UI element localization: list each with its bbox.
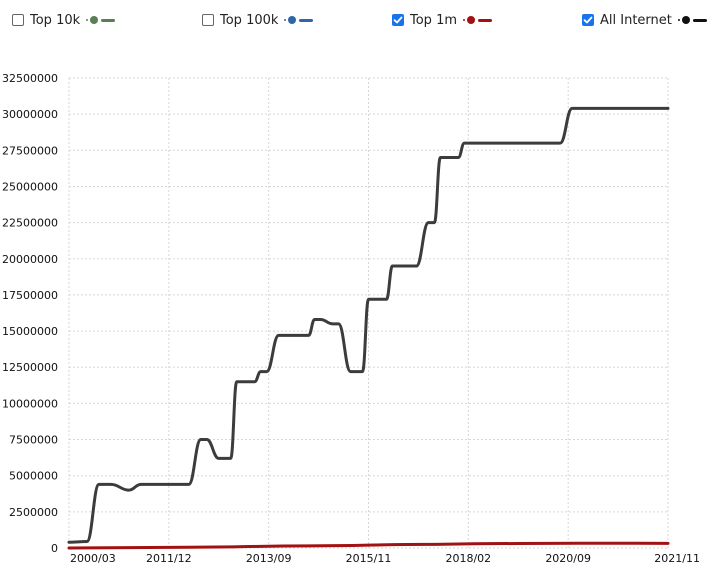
- x-tick-label: 2011/12: [146, 552, 192, 565]
- x-tick-label: 2018/02: [445, 552, 491, 565]
- legend-item-all-internet[interactable]: All Internet: [582, 10, 707, 30]
- y-tick-label: 30000000: [2, 108, 58, 121]
- circle-line-marker-icon: [463, 16, 493, 24]
- y-tick-label: 17500000: [2, 289, 58, 302]
- checkmark-icon: [583, 16, 593, 24]
- y-tick-label: 15000000: [2, 325, 58, 338]
- y-tick-label: 32500000: [2, 72, 58, 85]
- y-tick-label: 27500000: [2, 144, 58, 157]
- legend-label-top-1m: Top 1m: [410, 12, 458, 28]
- y-tick-label: 0: [51, 542, 58, 555]
- y-tick-label: 22500000: [2, 217, 58, 230]
- x-tick-label: 2000/03: [70, 552, 116, 565]
- y-tick-label: 10000000: [2, 397, 58, 410]
- x-tick-label: 2013/09: [246, 552, 292, 565]
- legend-checkbox-top-1m[interactable]: [392, 14, 404, 26]
- legend-checkbox-all-internet[interactable]: [582, 14, 594, 26]
- legend-item-top-1m[interactable]: Top 1m: [392, 10, 493, 30]
- x-tick-label: 2015/11: [346, 552, 392, 565]
- chart-legend: Top 10k Top 100k Top 1m: [0, 0, 712, 40]
- x-tick-label: 2020/09: [545, 552, 591, 565]
- legend-item-top-100k[interactable]: Top 100k: [202, 10, 314, 30]
- series-top-1m-line: [67, 541, 670, 550]
- circle-line-marker-icon: [677, 16, 707, 24]
- legend-checkbox-top-10k[interactable]: [12, 14, 24, 26]
- y-tick-label: 7500000: [9, 434, 58, 447]
- legend-label-all-internet: All Internet: [600, 12, 672, 28]
- legend-label-top-10k: Top 10k: [30, 12, 81, 28]
- legend-checkbox-top-100k[interactable]: [202, 14, 214, 26]
- y-tick-label: 25000000: [2, 180, 58, 193]
- legend-item-top-10k[interactable]: Top 10k: [12, 10, 116, 30]
- y-tick-label: 20000000: [2, 253, 58, 266]
- legend-label-top-100k: Top 100k: [220, 12, 279, 28]
- y-tick-label: 2500000: [9, 506, 58, 519]
- y-tick-label: 5000000: [9, 470, 58, 483]
- x-tick-label: 2021/11: [654, 552, 700, 565]
- y-tick-label: 12500000: [2, 361, 58, 374]
- circle-line-marker-icon: [86, 16, 116, 24]
- checkmark-icon: [393, 16, 403, 24]
- series-all-internet-line: [67, 106, 670, 544]
- circle-line-marker-icon: [284, 16, 314, 24]
